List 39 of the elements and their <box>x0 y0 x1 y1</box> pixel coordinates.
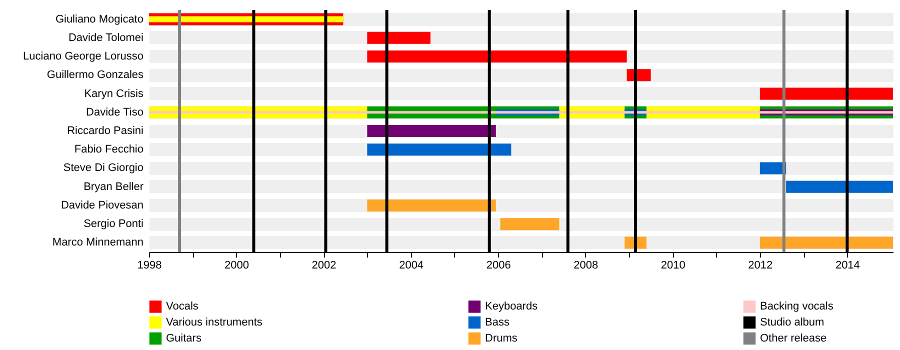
bar <box>367 199 496 212</box>
bar <box>367 144 512 156</box>
x-tick-label: 2006 <box>486 260 511 272</box>
bar <box>367 32 430 44</box>
bar <box>760 88 893 100</box>
legend-label: Studio album <box>760 316 824 328</box>
y-tick-label: Steve Di Giorgio <box>63 162 144 174</box>
bar <box>149 111 893 114</box>
x-tick-label: 2002 <box>312 260 336 272</box>
y-tick-label: Luciano George Lorusso <box>23 50 144 63</box>
x-tick-label: 2004 <box>399 260 424 272</box>
y-tick-label: Riccardo Pasini <box>67 125 144 137</box>
y-tick-label: Sergio Ponti <box>84 218 144 230</box>
legend-label: Backing vocals <box>760 300 834 313</box>
bar <box>500 218 560 230</box>
y-tick-label: Fabio Fecchio <box>74 144 144 156</box>
y-tick-label: Giuliano Mogicato <box>55 13 144 26</box>
bar <box>786 180 893 193</box>
y-tick-label: Davide Tiso <box>86 106 144 118</box>
x-tick-label: 2000 <box>224 260 250 272</box>
y-tick-label: Davide Piovesan <box>60 199 144 212</box>
legend-label: Keyboards <box>485 300 538 313</box>
legend-label: Drums <box>485 332 518 344</box>
y-tick-label: Marco Minnemann <box>52 236 144 249</box>
y-tick-label: Bryan Beller <box>84 180 144 193</box>
x-tick-label: 2008 <box>574 260 598 272</box>
legend-label: Other release <box>760 332 827 344</box>
bar <box>760 236 893 249</box>
legend-label: Bass <box>485 316 510 328</box>
x-tick-label: 1998 <box>137 260 162 272</box>
legend-label: Various instruments <box>166 316 263 328</box>
x-tick-label: 2010 <box>660 260 686 272</box>
x-tick-label: 2012 <box>748 260 773 272</box>
legend-label: Vocals <box>166 300 199 313</box>
legend-label: Guitars <box>166 332 202 344</box>
y-tick-label: Guillermo Gonzales <box>46 69 144 82</box>
y-tick-label: Karyn Crisis <box>84 88 144 100</box>
y-tick-label: Davide Tolomei <box>68 32 144 44</box>
x-tick-label: 2014 <box>835 260 860 272</box>
